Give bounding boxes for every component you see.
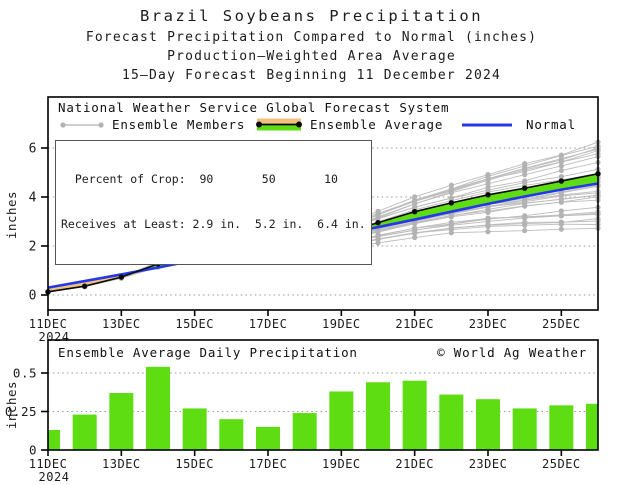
svg-text:6: 6 <box>29 142 37 157</box>
daily-bar <box>512 408 537 450</box>
daily-bar <box>146 366 170 450</box>
ensemble-members-swatch-icon <box>60 122 104 128</box>
daily-bar <box>366 382 390 450</box>
svg-text:0: 0 <box>29 289 37 304</box>
svg-text:0.25: 0.25 <box>5 404 37 419</box>
daily-bar <box>256 426 280 450</box>
daily-bar <box>219 419 244 450</box>
daily-bar <box>72 414 97 450</box>
legend-title: National Weather Service Global Forecast… <box>58 100 450 115</box>
svg-text:21DEC: 21DEC <box>395 457 434 471</box>
svg-text:11DEC: 11DEC <box>29 457 68 471</box>
forecast-legend: National Weather Service Global Forecast… <box>48 98 598 138</box>
legend-members-label: Ensemble Members <box>112 117 246 132</box>
daily-chart-title: Ensemble Average Daily Precipitation <box>58 345 358 360</box>
page-subtitle-3: 15–Day Forecast Beginning 11 December 20… <box>121 68 502 83</box>
svg-text:25DEC: 25DEC <box>542 457 581 471</box>
legend-normal-label: Normal <box>526 117 576 132</box>
svg-text:11DEC: 11DEC <box>29 317 68 331</box>
svg-text:17DEC: 17DEC <box>249 317 288 331</box>
svg-text:15DEC: 15DEC <box>175 457 214 471</box>
daily-chart: 0 0.25 0.5 11DEC 13DEC 15DEC 17DEC 19DEC 21DEC 23… <box>4 339 599 484</box>
svg-text:4: 4 <box>29 191 37 206</box>
ensemble-average-swatch-icon <box>256 118 302 131</box>
svg-text:0: 0 <box>29 443 37 458</box>
daily-bar <box>439 394 464 450</box>
svg-text:13DEC: 13DEC <box>102 317 141 331</box>
daily-bar <box>549 405 574 450</box>
daily-bar <box>329 391 354 450</box>
crop-table-row-percent: Percent of Crop: 90 50 10 <box>61 172 338 186</box>
legend-average-label: Ensemble Average <box>310 117 444 132</box>
svg-text:15DEC: 15DEC <box>175 317 214 331</box>
svg-text:23DEC: 23DEC <box>469 457 508 471</box>
svg-text:13DEC: 13DEC <box>102 457 141 471</box>
daily-bar <box>402 380 427 450</box>
crop-table-row-receives: Receives at Least: 2.9 in. 5.2 in. 6.4 i… <box>61 217 366 231</box>
svg-text:23DEC: 23DEC <box>469 317 508 331</box>
page-title: Brazil Soybeans Precipitation <box>139 7 484 25</box>
main-chart-ylabel: inches <box>4 191 19 239</box>
svg-text:25DEC: 25DEC <box>542 317 581 331</box>
copyright-credit: © World Ag Weather <box>437 345 587 360</box>
page-subtitle-2: Production–Weighted Area Average <box>167 49 456 64</box>
daily-bar <box>292 413 317 450</box>
svg-text:21DEC: 21DEC <box>395 317 434 331</box>
daily-precip-bars <box>48 366 598 450</box>
daily-bar <box>476 399 500 450</box>
daily-bar <box>182 408 207 450</box>
svg-text:2024: 2024 <box>39 470 70 484</box>
svg-text:2024: 2024 <box>39 330 70 344</box>
page-subtitle-1: Forecast Precipitation Compared to Norma… <box>85 30 538 45</box>
normal-swatch-icon <box>462 123 512 127</box>
daily-chart-ylabel: inches <box>4 381 19 429</box>
svg-text:2: 2 <box>29 240 37 255</box>
daily-bar <box>109 393 134 450</box>
percent-of-crop-table: Percent of Crop: 90 50 10 Receives at Le… <box>55 140 372 265</box>
daily-bar <box>586 403 598 450</box>
svg-text:19DEC: 19DEC <box>322 317 361 331</box>
svg-text:0.5: 0.5 <box>13 366 37 381</box>
svg-text:19DEC: 19DEC <box>322 457 361 471</box>
daily-bar <box>48 429 60 450</box>
svg-text:17DEC: 17DEC <box>249 457 288 471</box>
